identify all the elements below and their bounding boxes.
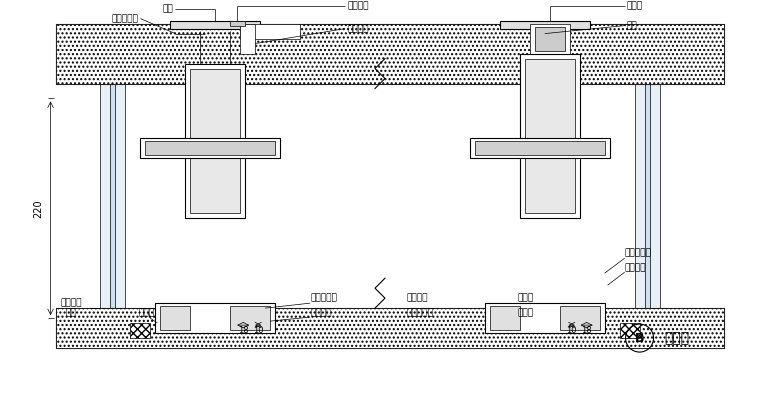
Text: 钢板: 钢板	[163, 4, 173, 13]
Text: 窗外窗框: 窗外窗框	[310, 309, 331, 318]
Bar	[131, 323, 150, 338]
Text: 18: 18	[581, 326, 592, 334]
Bar	[155, 303, 275, 333]
Text: 内套筒: 内套筒	[626, 1, 643, 10]
Text: 双面胶贴: 双面胶贴	[407, 294, 429, 303]
Text: 横梁: 横梁	[65, 309, 76, 318]
Bar	[530, 24, 570, 53]
Text: 耐候胶: 耐候胶	[138, 309, 154, 318]
Bar	[100, 68, 125, 318]
Text: 10: 10	[253, 326, 264, 334]
Text: 结构胶: 结构胶	[518, 309, 534, 318]
Bar	[190, 68, 240, 213]
Text: 剖面图: 剖面图	[664, 331, 689, 345]
Text: 耐候胶: 耐候胶	[518, 294, 534, 303]
Bar	[485, 303, 605, 333]
Bar	[55, 308, 724, 348]
Bar	[145, 141, 275, 155]
Bar	[644, 68, 650, 318]
Text: 220: 220	[33, 199, 43, 218]
Bar	[230, 20, 245, 26]
Bar	[55, 24, 724, 84]
Bar	[489, 306, 520, 330]
Text: 防腐垫片: 防腐垫片	[347, 1, 369, 10]
Bar	[619, 323, 640, 338]
Text: 窗开启扇料: 窗开启扇料	[310, 294, 337, 303]
Text: 立柱: 立柱	[626, 21, 638, 30]
Text: 10: 10	[566, 326, 577, 334]
Bar	[110, 68, 116, 318]
Bar	[524, 59, 575, 213]
Text: 不锈钢滑撑: 不锈钢滑撑	[407, 309, 434, 318]
Bar	[160, 306, 190, 330]
Bar	[470, 138, 610, 158]
Bar	[55, 24, 724, 84]
Bar	[55, 308, 724, 348]
Text: 不锈钢螺栓: 不锈钢螺栓	[112, 14, 138, 23]
Bar	[559, 306, 600, 330]
Bar	[520, 53, 580, 218]
Bar	[500, 20, 590, 29]
Bar	[185, 64, 245, 218]
Text: B: B	[635, 332, 644, 345]
Text: 固定扇框: 固定扇框	[625, 264, 646, 273]
Bar	[535, 27, 565, 51]
Bar	[170, 20, 260, 29]
Text: 不锈钢螺栓: 不锈钢螺栓	[625, 249, 651, 258]
Bar	[475, 141, 605, 155]
Bar	[240, 24, 300, 39]
Text: 18: 18	[238, 326, 249, 334]
Bar	[240, 24, 255, 53]
Text: 镀锌角钢: 镀锌角钢	[347, 24, 369, 33]
Bar	[141, 138, 280, 158]
Bar	[230, 306, 271, 330]
Text: 镀膜玻璃: 镀膜玻璃	[61, 299, 82, 308]
Bar	[635, 68, 660, 318]
